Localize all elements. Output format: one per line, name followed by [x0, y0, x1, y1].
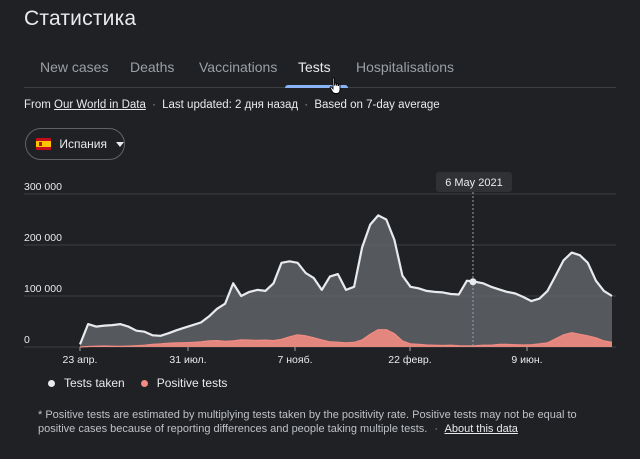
- tests-taken-line: [78, 214, 613, 345]
- footnote: * Positive tests are estimated by multip…: [38, 408, 598, 436]
- tests-chart[interactable]: 300 000 200 000 100 000 0 23 апр. 31 июл. 7 н…: [0, 170, 640, 370]
- y-tick-label: 200 000: [24, 232, 62, 244]
- tab-vaccinations[interactable]: Vaccinations: [199, 59, 278, 75]
- region-label: Испания: [59, 137, 107, 151]
- legend-label: Positive tests: [156, 376, 228, 390]
- tab-bar: New cases Deaths Vaccinations Tests Hosp…: [24, 50, 616, 88]
- legend-item-positive-tests: Positive tests: [140, 376, 228, 390]
- legend-label: Tests taken: [64, 376, 125, 390]
- x-tick-label: 9 июн.: [511, 354, 542, 366]
- hand-cursor-icon: [329, 77, 341, 94]
- legend-dot-icon: [48, 379, 55, 387]
- tab-new-cases[interactable]: New cases: [40, 59, 109, 75]
- chart-legend: Tests taken Positive tests: [48, 376, 243, 390]
- y-tick-label: 100 000: [24, 283, 62, 295]
- dropdown-arrow-icon: [116, 141, 124, 147]
- hover-point: [469, 278, 477, 286]
- average-basis: Based on 7-day average: [314, 99, 440, 111]
- tab-deaths[interactable]: Deaths: [130, 59, 175, 75]
- data-source-line: From Our World in Data · Last updated: 2…: [24, 99, 440, 111]
- tooltip-date: 6 May 2021: [445, 177, 502, 189]
- about-data-link[interactable]: About this data: [444, 423, 518, 435]
- y-tick-label: 300 000: [24, 181, 62, 193]
- spain-flag-icon: [36, 138, 52, 150]
- x-tick-label: 22 февр.: [388, 354, 431, 366]
- last-updated: Last updated: 2 дня назад: [162, 99, 299, 111]
- separator-dot: ·: [434, 423, 439, 435]
- positive-tests-line: [79, 329, 613, 348]
- tab-tests[interactable]: Tests: [298, 59, 331, 75]
- source-link[interactable]: Our World in Data: [54, 99, 146, 111]
- tab-hospitalisations[interactable]: Hospitalisations: [356, 59, 455, 75]
- y-tick-label: 0: [24, 334, 30, 346]
- region-selector[interactable]: Испания: [25, 128, 125, 160]
- positive-tests-area: [80, 329, 612, 347]
- tooltip-box: [435, 172, 512, 192]
- tests-taken-area: [80, 215, 612, 347]
- footnote-text: * Positive tests are estimated by multip…: [38, 409, 577, 435]
- source-prefix: From: [24, 99, 51, 111]
- x-tick-label: 31 июл.: [169, 354, 206, 366]
- separator-dot: ·: [304, 99, 309, 111]
- active-tab-indicator: [285, 85, 348, 88]
- legend-item-tests-taken: Tests taken: [48, 376, 125, 390]
- x-tick-label: 23 апр.: [63, 354, 98, 366]
- x-tick-label: 7 нояб.: [277, 354, 312, 366]
- separator-dot: ·: [152, 99, 156, 111]
- legend-dot-icon: [140, 379, 148, 387]
- page-title: Статистика: [24, 7, 137, 30]
